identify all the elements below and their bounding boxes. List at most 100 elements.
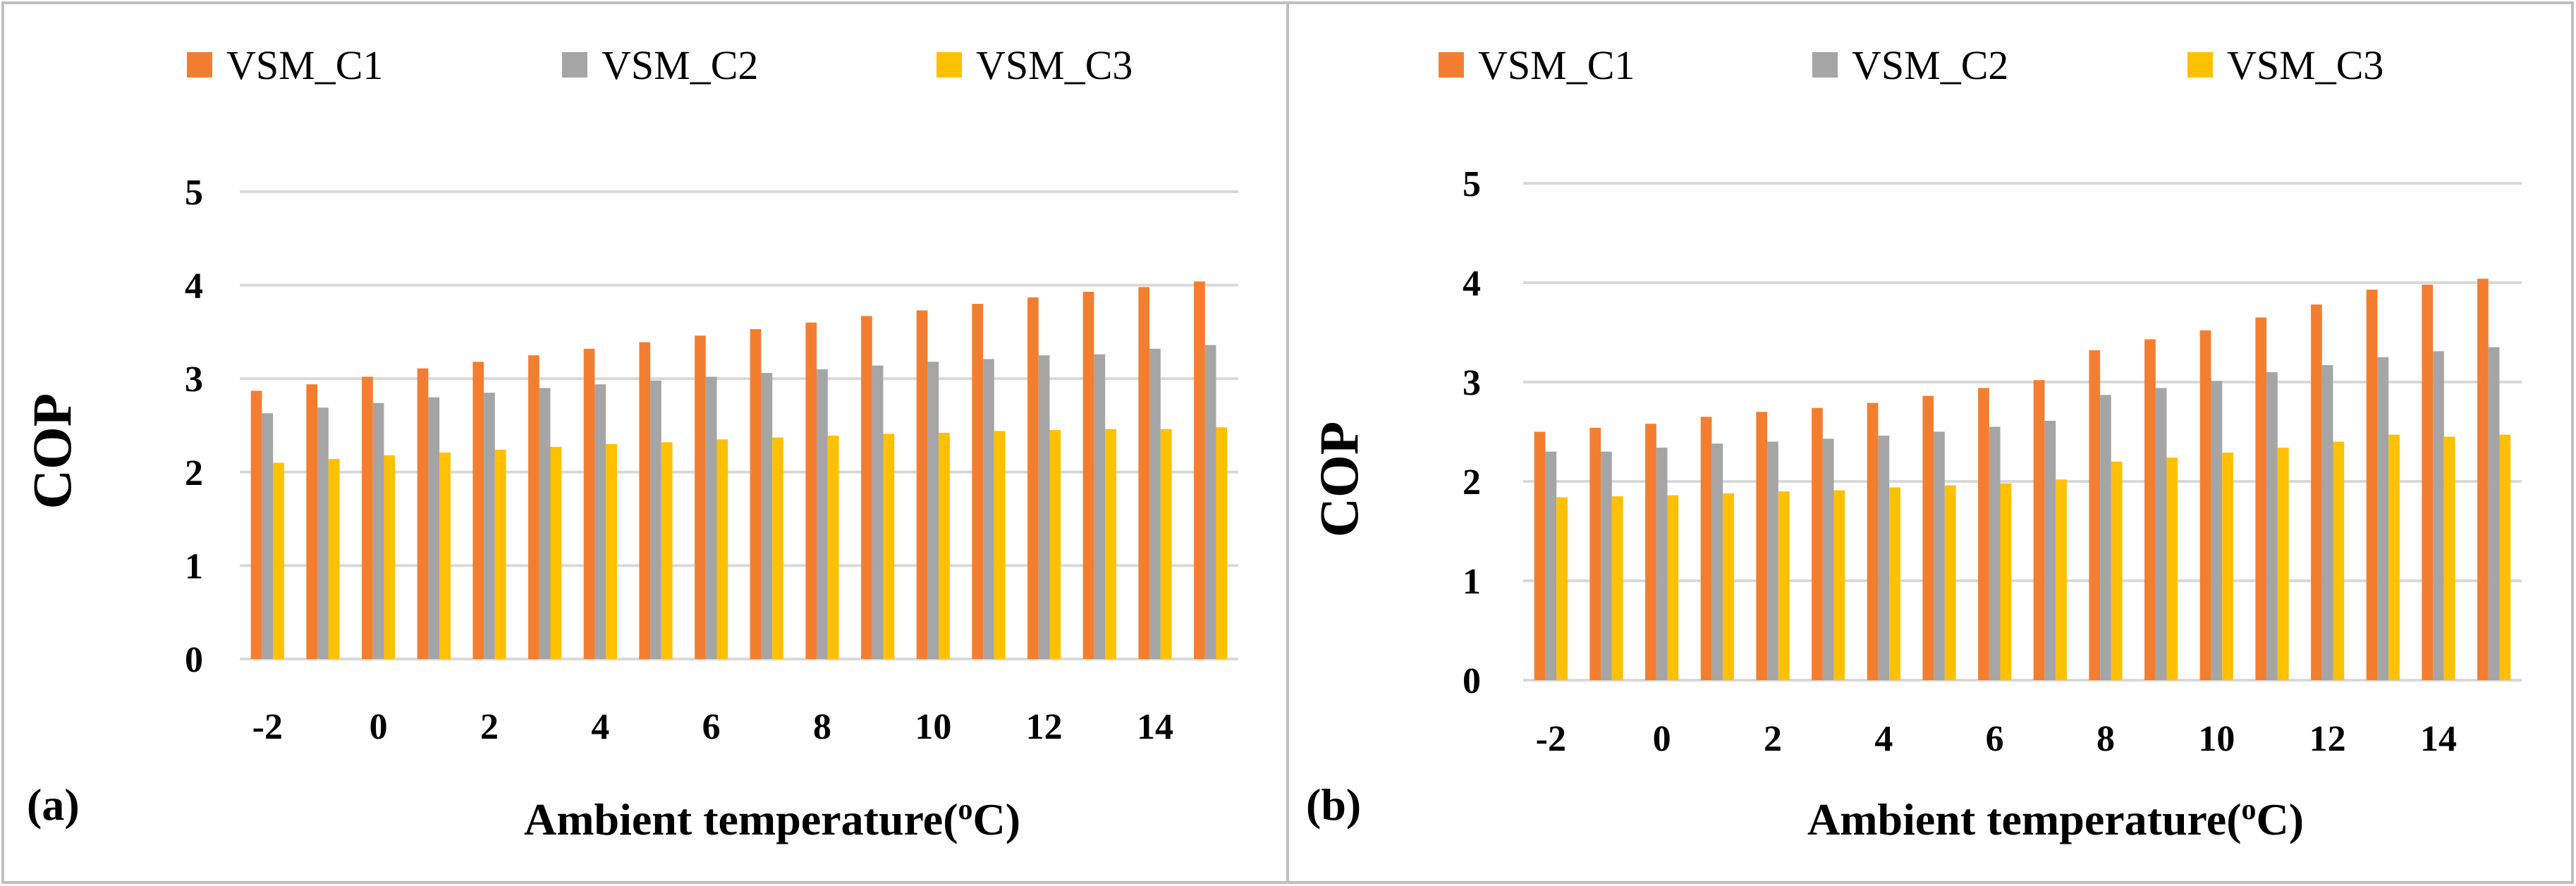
y-tick-label: 5 bbox=[185, 173, 203, 213]
bar-vsm-c2 bbox=[1878, 436, 1890, 680]
bar-vsm-c3 bbox=[1611, 496, 1623, 680]
bar-vsm-c1 bbox=[1027, 297, 1039, 659]
x-tick-labels: -2 0 2 4 6 8 10 12 14 bbox=[1536, 719, 2457, 759]
bar-vsm-c2 bbox=[262, 413, 274, 659]
gridlines bbox=[1523, 182, 2522, 682]
bar-vsm-c1 bbox=[528, 355, 539, 659]
bar-vsm-c3 bbox=[494, 450, 506, 659]
panel-b-frame bbox=[1286, 1, 2574, 884]
y-tick-label: 2 bbox=[185, 453, 203, 493]
bar-vsm-c1 bbox=[2477, 278, 2489, 680]
x-tick-label: 2 bbox=[480, 707, 499, 747]
x-tick-label: 8 bbox=[813, 707, 831, 747]
bar-vsm-c2 bbox=[1038, 355, 1050, 659]
bar-vsm-c3 bbox=[994, 431, 1006, 659]
legend-label: VSM_C3 bbox=[976, 42, 1133, 88]
bar-vsm-c1 bbox=[1645, 424, 1656, 680]
legend-swatch bbox=[1812, 52, 1838, 78]
bar-vsm-c2 bbox=[1989, 426, 2001, 680]
bar-vsm-c2 bbox=[2377, 357, 2389, 681]
bar-vsm-c3 bbox=[606, 444, 617, 659]
x-axis-label-superscript: o bbox=[958, 794, 973, 826]
x-tick-labels: -2 0 2 4 6 8 10 12 14 bbox=[252, 707, 1173, 747]
bar-vsm-c2 bbox=[2321, 365, 2333, 680]
y-tick-label: 0 bbox=[185, 640, 203, 680]
bar-vsm-c3 bbox=[2333, 441, 2345, 680]
bar-vsm-c3 bbox=[2277, 448, 2289, 680]
x-axis-label: Ambient temperature(oC) bbox=[1807, 794, 2304, 844]
bar-vsm-c1 bbox=[750, 328, 762, 659]
bar-vsm-c2 bbox=[1094, 354, 1106, 659]
x-axis-label-superscript: o bbox=[2242, 794, 2257, 826]
bar-vsm-c3 bbox=[1778, 491, 1790, 680]
panel-label: (a) bbox=[27, 780, 80, 830]
bar-vsm-c1 bbox=[1082, 291, 1094, 659]
legend-swatch bbox=[2187, 52, 2213, 78]
x-tick-label: 4 bbox=[591, 707, 609, 747]
y-tick-label: 2 bbox=[1463, 462, 1481, 503]
bar-vsm-c1 bbox=[861, 316, 872, 659]
bar-vsm-c1 bbox=[1812, 407, 1823, 680]
x-tick-label: 0 bbox=[370, 707, 388, 747]
bar-vsm-c3 bbox=[1160, 429, 1172, 659]
y-tick-label: 5 bbox=[1463, 164, 1481, 204]
bar-vsm-c2 bbox=[372, 402, 384, 659]
bar-vsm-c2 bbox=[2211, 381, 2223, 680]
bar-vsm-c1 bbox=[2089, 350, 2101, 680]
x-tick-label: 12 bbox=[1026, 707, 1063, 747]
bar-vsm-c1 bbox=[1589, 427, 1601, 680]
bar-vsm-c1 bbox=[472, 362, 484, 659]
bar-vsm-c3 bbox=[1889, 487, 1900, 680]
x-axis-label-main: Ambient temperature( bbox=[1807, 794, 2242, 844]
bar-vsm-c1 bbox=[417, 368, 429, 659]
bar-vsm-c3 bbox=[439, 453, 451, 659]
bar-vsm-c3 bbox=[1833, 490, 1845, 680]
legend-label: VSM_C1 bbox=[1478, 42, 1635, 88]
bar-vsm-c3 bbox=[384, 455, 396, 659]
bar-vsm-c3 bbox=[2222, 453, 2233, 680]
y-tick-label: 1 bbox=[185, 546, 203, 586]
x-tick-label: 10 bbox=[915, 707, 951, 747]
bar-vsm-c2 bbox=[317, 407, 329, 659]
bar-vsm-c1 bbox=[972, 304, 984, 659]
bars bbox=[1534, 278, 2511, 681]
bar-vsm-c1 bbox=[2422, 284, 2434, 680]
x-axis-label-end: C) bbox=[973, 794, 1021, 844]
bar-vsm-c3 bbox=[939, 433, 950, 659]
bar-vsm-c2 bbox=[1656, 448, 1668, 680]
bar-vsm-c1 bbox=[2366, 289, 2378, 680]
bar-vsm-c1 bbox=[583, 348, 595, 659]
bar-vsm-c2 bbox=[1204, 345, 1216, 659]
bar-vsm-c2 bbox=[539, 388, 551, 659]
panel-label: (b) bbox=[1306, 780, 1361, 830]
bar-vsm-c2 bbox=[1545, 451, 1557, 680]
y-tick-label: 1 bbox=[1463, 562, 1481, 602]
legend-label: VSM_C2 bbox=[1852, 42, 2008, 88]
bar-vsm-c3 bbox=[273, 462, 284, 659]
x-tick-label: 14 bbox=[1137, 707, 1173, 747]
legend-label: VSM_C1 bbox=[226, 42, 383, 88]
x-tick-label: 0 bbox=[1653, 719, 1671, 759]
x-tick-label: 14 bbox=[2420, 719, 2457, 759]
bar-vsm-c3 bbox=[2056, 479, 2067, 680]
bar-vsm-c3 bbox=[2499, 434, 2511, 680]
bar-vsm-c2 bbox=[761, 373, 773, 659]
bar-vsm-c3 bbox=[550, 447, 562, 659]
legend: VSM_C1 VSM_C2 VSM_C3 bbox=[187, 42, 1133, 88]
bar-vsm-c1 bbox=[1978, 388, 1989, 680]
bar-vsm-c2 bbox=[484, 393, 495, 659]
bar-vsm-c2 bbox=[2433, 351, 2444, 680]
bar-vsm-c1 bbox=[639, 342, 651, 659]
bar-vsm-c3 bbox=[1556, 497, 1568, 680]
bar-vsm-c2 bbox=[1934, 431, 1945, 680]
bar-vsm-c3 bbox=[328, 459, 340, 659]
bar-vsm-c3 bbox=[2000, 483, 2012, 680]
bar-vsm-c1 bbox=[2199, 330, 2211, 680]
gridlines bbox=[240, 190, 1238, 660]
bar-vsm-c3 bbox=[1216, 427, 1228, 659]
bar-vsm-c1 bbox=[1700, 417, 1712, 680]
bar-vsm-c1 bbox=[916, 310, 928, 659]
bar-vsm-c2 bbox=[1822, 438, 1834, 680]
bar-vsm-c3 bbox=[2111, 461, 2123, 680]
